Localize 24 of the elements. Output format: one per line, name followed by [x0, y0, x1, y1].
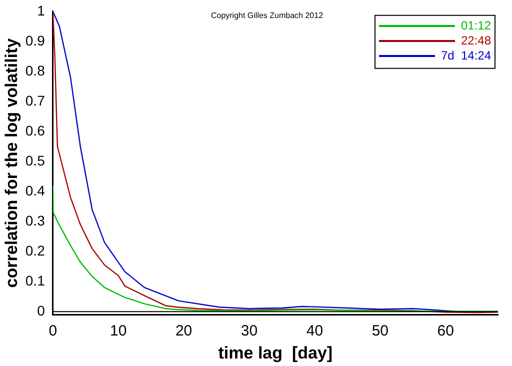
x-tick-label: 50 — [372, 322, 389, 340]
y-tick-label: 1 — [37, 2, 46, 18]
y-tick-label: 0.9 — [25, 32, 46, 48]
x-tick-label: 30 — [240, 322, 258, 340]
y-tick-label: 0.2 — [25, 242, 46, 258]
x-tick-label: 40 — [306, 322, 324, 340]
legend-label: 7d 14:24 — [440, 48, 492, 62]
x-axis-title: time lag [day] — [218, 343, 333, 362]
y-tick-label: 0.3 — [25, 212, 46, 228]
x-tick-label: 0 — [48, 322, 58, 340]
x-tick-label: 20 — [175, 322, 192, 340]
annotation: Copyright Gilles Zumbach 2012 — [210, 11, 324, 20]
text: 22:48 — [460, 33, 492, 48]
y-tick-label: 0.8 — [25, 62, 46, 78]
y-tick-label: 0 — [37, 302, 46, 318]
y-tick-label: 0.5 — [25, 152, 46, 168]
text: 01:12 — [460, 18, 492, 32]
y-axis-title: correlation for the log volatility — [2, 38, 21, 288]
y-tick-label: 0.7 — [25, 92, 46, 108]
y-tick-label: 0.1 — [25, 272, 46, 288]
x-tick-label: 10 — [110, 322, 127, 340]
x-tick-label: 60 — [437, 322, 454, 340]
y-tick-label: 0.6 — [25, 122, 46, 138]
y-tick-label: 0.4 — [25, 182, 46, 198]
